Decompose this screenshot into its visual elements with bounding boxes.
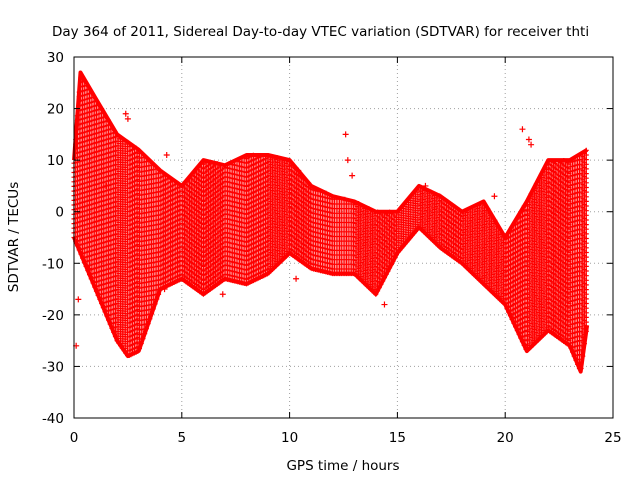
outlier-point — [75, 296, 82, 303]
y-tick-label: -30 — [42, 359, 64, 375]
x-tick-label: 20 — [497, 430, 514, 446]
outlier-point — [155, 291, 162, 298]
y-axis-label: SDTVAR / TECUs — [6, 182, 22, 292]
outlier-point — [422, 182, 429, 189]
outlier-point — [124, 115, 131, 122]
x-tick-label: 15 — [389, 430, 406, 446]
data-series — [71, 70, 590, 374]
x-tick-label: 0 — [70, 430, 79, 446]
x-tick-label: 10 — [281, 430, 298, 446]
y-tick-labels: 30 20 10 0 -10 -20 -30 -40 — [42, 50, 64, 427]
y-tick-label: -20 — [42, 308, 64, 324]
outlier-point — [381, 301, 388, 308]
outlier-point — [344, 157, 351, 164]
outlier-point — [491, 193, 498, 200]
outlier-point — [122, 110, 129, 117]
y-tick-label: 10 — [47, 153, 64, 169]
outlier-point — [293, 275, 300, 282]
outlier-point — [342, 131, 349, 138]
outlier-point — [103, 182, 110, 189]
outlier-point — [163, 151, 170, 158]
axis-ticks — [73, 56, 614, 419]
outlier-point — [295, 167, 302, 174]
y-tick-label: 20 — [47, 102, 64, 118]
upper-envelope — [72, 70, 589, 240]
lower-envelope — [72, 225, 590, 374]
chart-title: Day 364 of 2011, Sidereal Day-to-day VTE… — [52, 24, 589, 40]
outlier-point — [519, 126, 526, 133]
outlier-point — [161, 286, 168, 293]
x-tick-label: 25 — [604, 430, 621, 446]
outlier-point — [349, 172, 356, 179]
x-tick-labels: 0 5 10 15 20 25 — [70, 430, 622, 446]
x-axis-label: GPS time / hours — [286, 458, 399, 474]
y-tick-label: -10 — [42, 256, 64, 272]
y-tick-label: 0 — [55, 205, 64, 221]
y-tick-label: 30 — [47, 50, 64, 66]
x-tick-label: 5 — [178, 430, 187, 446]
outlier-point — [219, 291, 226, 298]
plot-frame — [73, 56, 614, 419]
outlier-point — [528, 141, 535, 148]
y-tick-label: -40 — [42, 411, 64, 427]
outlier-point — [86, 265, 93, 272]
outlier-point — [525, 136, 532, 143]
